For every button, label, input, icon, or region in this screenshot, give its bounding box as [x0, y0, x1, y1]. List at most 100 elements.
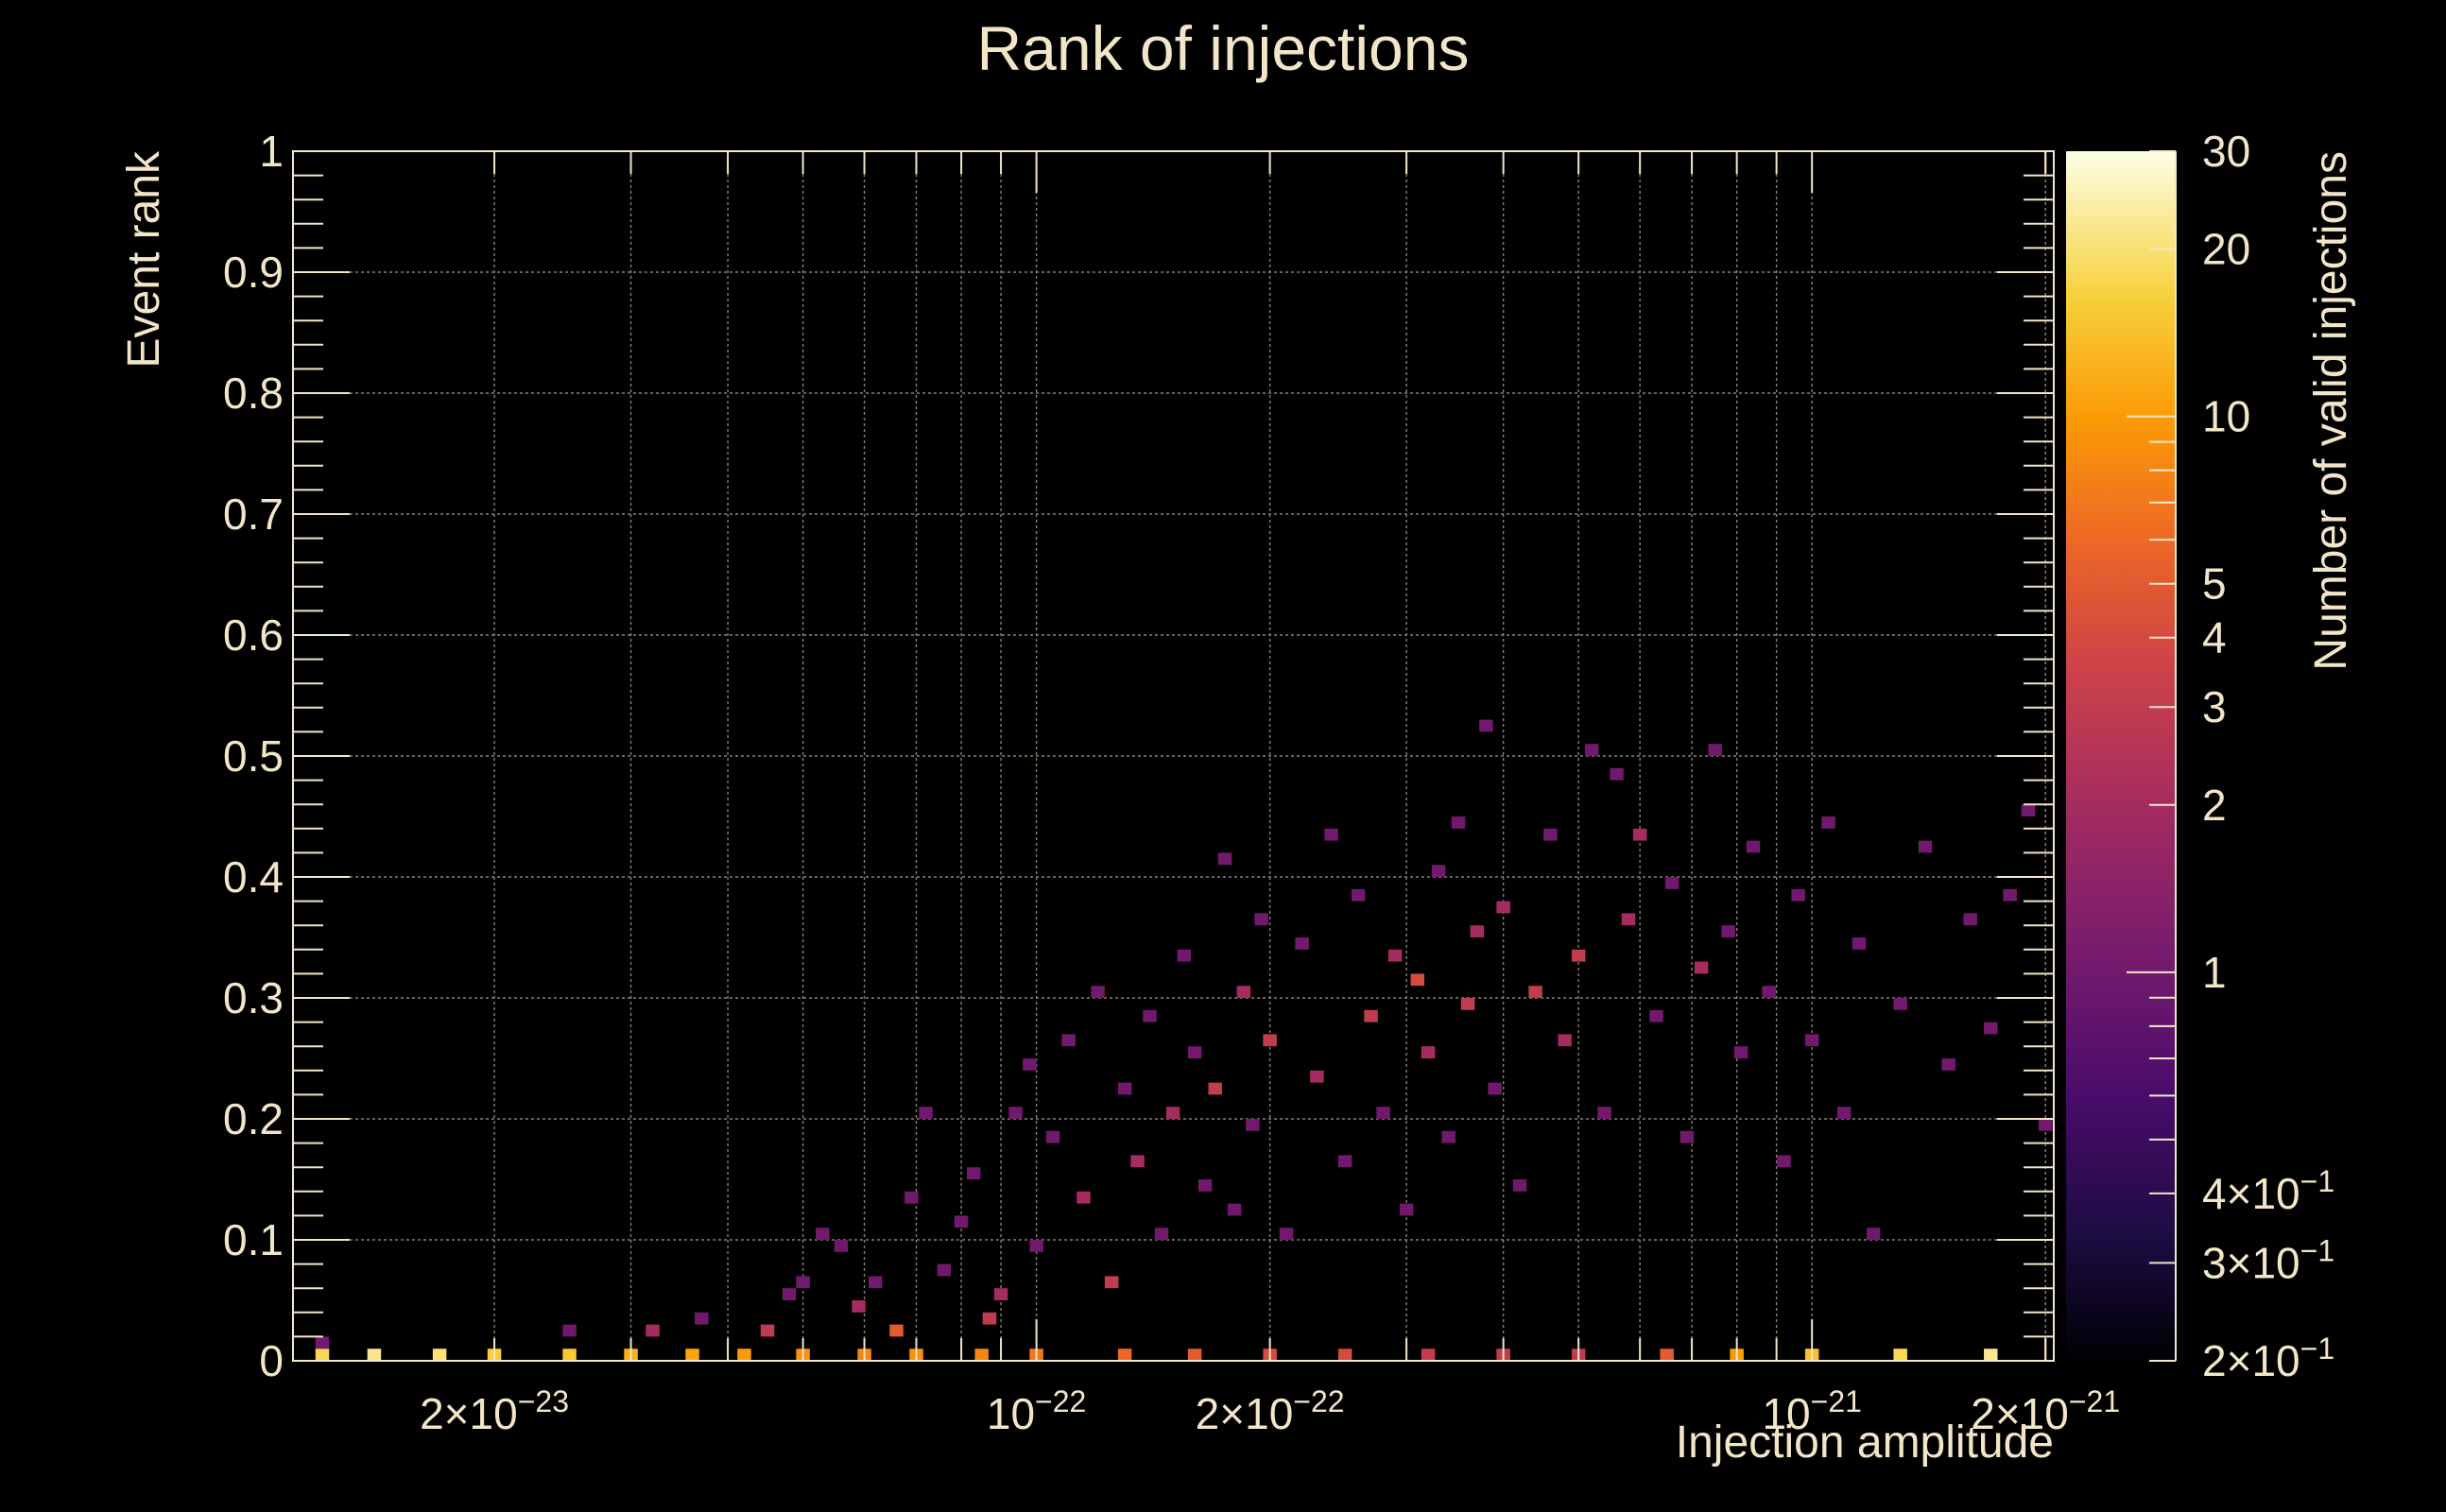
heatmap-cell [1246, 1119, 1260, 1131]
color-scale-tick-label: 3 [2202, 682, 2227, 731]
heatmap-cell [1597, 1107, 1611, 1119]
heatmap-cell [562, 1349, 577, 1361]
heatmap-cell [1708, 744, 1722, 756]
heatmap-cell [1208, 1082, 1222, 1095]
y-axis: 0 0.1 0.2 0.3 0.4 0.5 0.6 0.7 0.8 0.9 1 [223, 127, 2054, 1385]
heatmap-cell [1660, 1349, 1674, 1361]
heatmap-cell [1721, 925, 1735, 937]
heatmap-cell [1571, 949, 1586, 962]
heatmap-cell [737, 1349, 751, 1361]
heatmap-cell [1460, 998, 1475, 1010]
heatmap-cell [1061, 1034, 1076, 1047]
heatmap-cell [816, 1228, 830, 1240]
heatmap-cell [760, 1324, 775, 1337]
x-tick-label: 2×10−21 [1971, 1384, 2120, 1438]
x-tick-label: 2×10−22 [1196, 1384, 1345, 1438]
heatmap-cell [1479, 719, 1493, 732]
heatmap-cell [315, 1336, 330, 1349]
heatmap-cell [1045, 1130, 1060, 1143]
heatmap-cell [315, 1349, 330, 1361]
heatmap-cell [1263, 1034, 1277, 1047]
heatmap-cell [1117, 1082, 1132, 1095]
color-scale-tick-label-exponent: −1 [2300, 1233, 2334, 1267]
color-scale-tick-label-text: 10 [2202, 392, 2250, 441]
heatmap-cell [695, 1312, 709, 1325]
color-scale-tick-label-text: 2×10 [2202, 1336, 2300, 1385]
heatmap-cell [1528, 986, 1542, 998]
heatmap-cell [1664, 877, 1679, 889]
heatmap-cell [1821, 816, 1835, 829]
heatmap-cell [1451, 816, 1466, 829]
heatmap-cell [1543, 828, 1558, 841]
heatmap-cell [1399, 1203, 1414, 1216]
y-tick-label: 0.2 [223, 1094, 284, 1143]
x-tick-label-text: 2×10 [1196, 1389, 1294, 1438]
x-tick-label-exponent: −21 [1811, 1384, 1862, 1418]
heatmap-cell [889, 1324, 904, 1337]
heatmap-cell [796, 1276, 810, 1289]
color-scale-tick-label: 2×10−1 [2202, 1332, 2334, 1385]
heatmap-cell [1733, 1046, 1748, 1058]
x-axis: 2×10−23 10−22 2×10−22 10−21 2×10−21 [420, 151, 2120, 1438]
heatmap-cell [1649, 1009, 1663, 1022]
heatmap-cell [1130, 1155, 1145, 1168]
heatmap-cell [1632, 828, 1647, 841]
heatmap-cell [1836, 1107, 1852, 1119]
heatmap-cell [1694, 961, 1709, 974]
x-tick-label: 2×10−23 [420, 1384, 569, 1438]
heatmap-cell [1746, 840, 1761, 853]
color-scale-tick-label-text: 30 [2202, 127, 2250, 176]
heatmap-cell [1421, 1349, 1436, 1361]
y-tick-label: 0.3 [223, 973, 284, 1022]
heatmap-cell [1470, 925, 1485, 937]
color-scale-bar [2066, 151, 2176, 1361]
y-tick-label: 0.4 [223, 852, 284, 902]
color-scale-tick-label-text: 3×10 [2202, 1238, 2300, 1287]
heatmap-cell [1187, 1349, 1202, 1361]
heatmap-cell [1376, 1107, 1390, 1119]
x-tick-label-text: 2×10 [420, 1389, 518, 1438]
heatmap-cell [1791, 888, 1805, 902]
heatmap-cell [1227, 1203, 1242, 1216]
heatmap-cell [1295, 937, 1309, 950]
y-axis-title: Event rank [119, 150, 169, 368]
y-tick-label: 0.6 [223, 610, 284, 660]
heatmap-cell [1496, 901, 1510, 914]
color-scale-tick-label: 10 [2202, 392, 2250, 441]
heatmap-cell [432, 1349, 447, 1361]
heatmap-cell [1893, 1349, 1907, 1361]
heatmap-cell [2038, 1119, 2053, 1131]
heatmap-cell [1421, 1046, 1436, 1058]
y-tick-label: 0.9 [223, 248, 284, 297]
color-scale-tick-label-text: 5 [2202, 559, 2227, 609]
heatmap-cell [1279, 1228, 1294, 1240]
y-tick-label: 0.7 [223, 490, 284, 539]
color-scale-tick-label-text: 3 [2202, 682, 2227, 731]
heatmap-cell [974, 1349, 989, 1361]
heatmap-cell [982, 1312, 997, 1325]
chart-title: Rank of injections [977, 13, 1470, 83]
heatmap-cell [1236, 986, 1251, 998]
heatmap-cell [904, 1191, 919, 1204]
heatmap-cell [1762, 986, 1776, 998]
y-tick-label: 0.8 [223, 369, 284, 418]
color-scale-tick-label-exponent: −1 [2300, 1332, 2334, 1366]
x-tick-label-exponent: −23 [518, 1384, 569, 1418]
heatmap-cell [834, 1240, 849, 1252]
color-scale-tick-label: 1 [2202, 948, 2227, 997]
heatmap-cell [1104, 1276, 1119, 1289]
y-tick-label: 1 [259, 127, 284, 176]
heatmap-cell [1143, 1009, 1157, 1022]
color-scale-tick-label: 4×10−1 [2202, 1164, 2334, 1218]
color-scale-tick-label-text: 1 [2202, 948, 2227, 997]
heatmap-cell [1410, 973, 1425, 987]
heatmap-cell [1117, 1349, 1132, 1361]
heatmap-cell [1337, 1349, 1352, 1361]
heatmap-cell [1217, 852, 1232, 866]
y-tick-label: 0 [259, 1336, 284, 1385]
heatmap-cell [1984, 1022, 1998, 1035]
heatmap-cell [919, 1107, 933, 1119]
heatmap-cell [869, 1276, 883, 1289]
heatmap-cell [966, 1167, 981, 1179]
